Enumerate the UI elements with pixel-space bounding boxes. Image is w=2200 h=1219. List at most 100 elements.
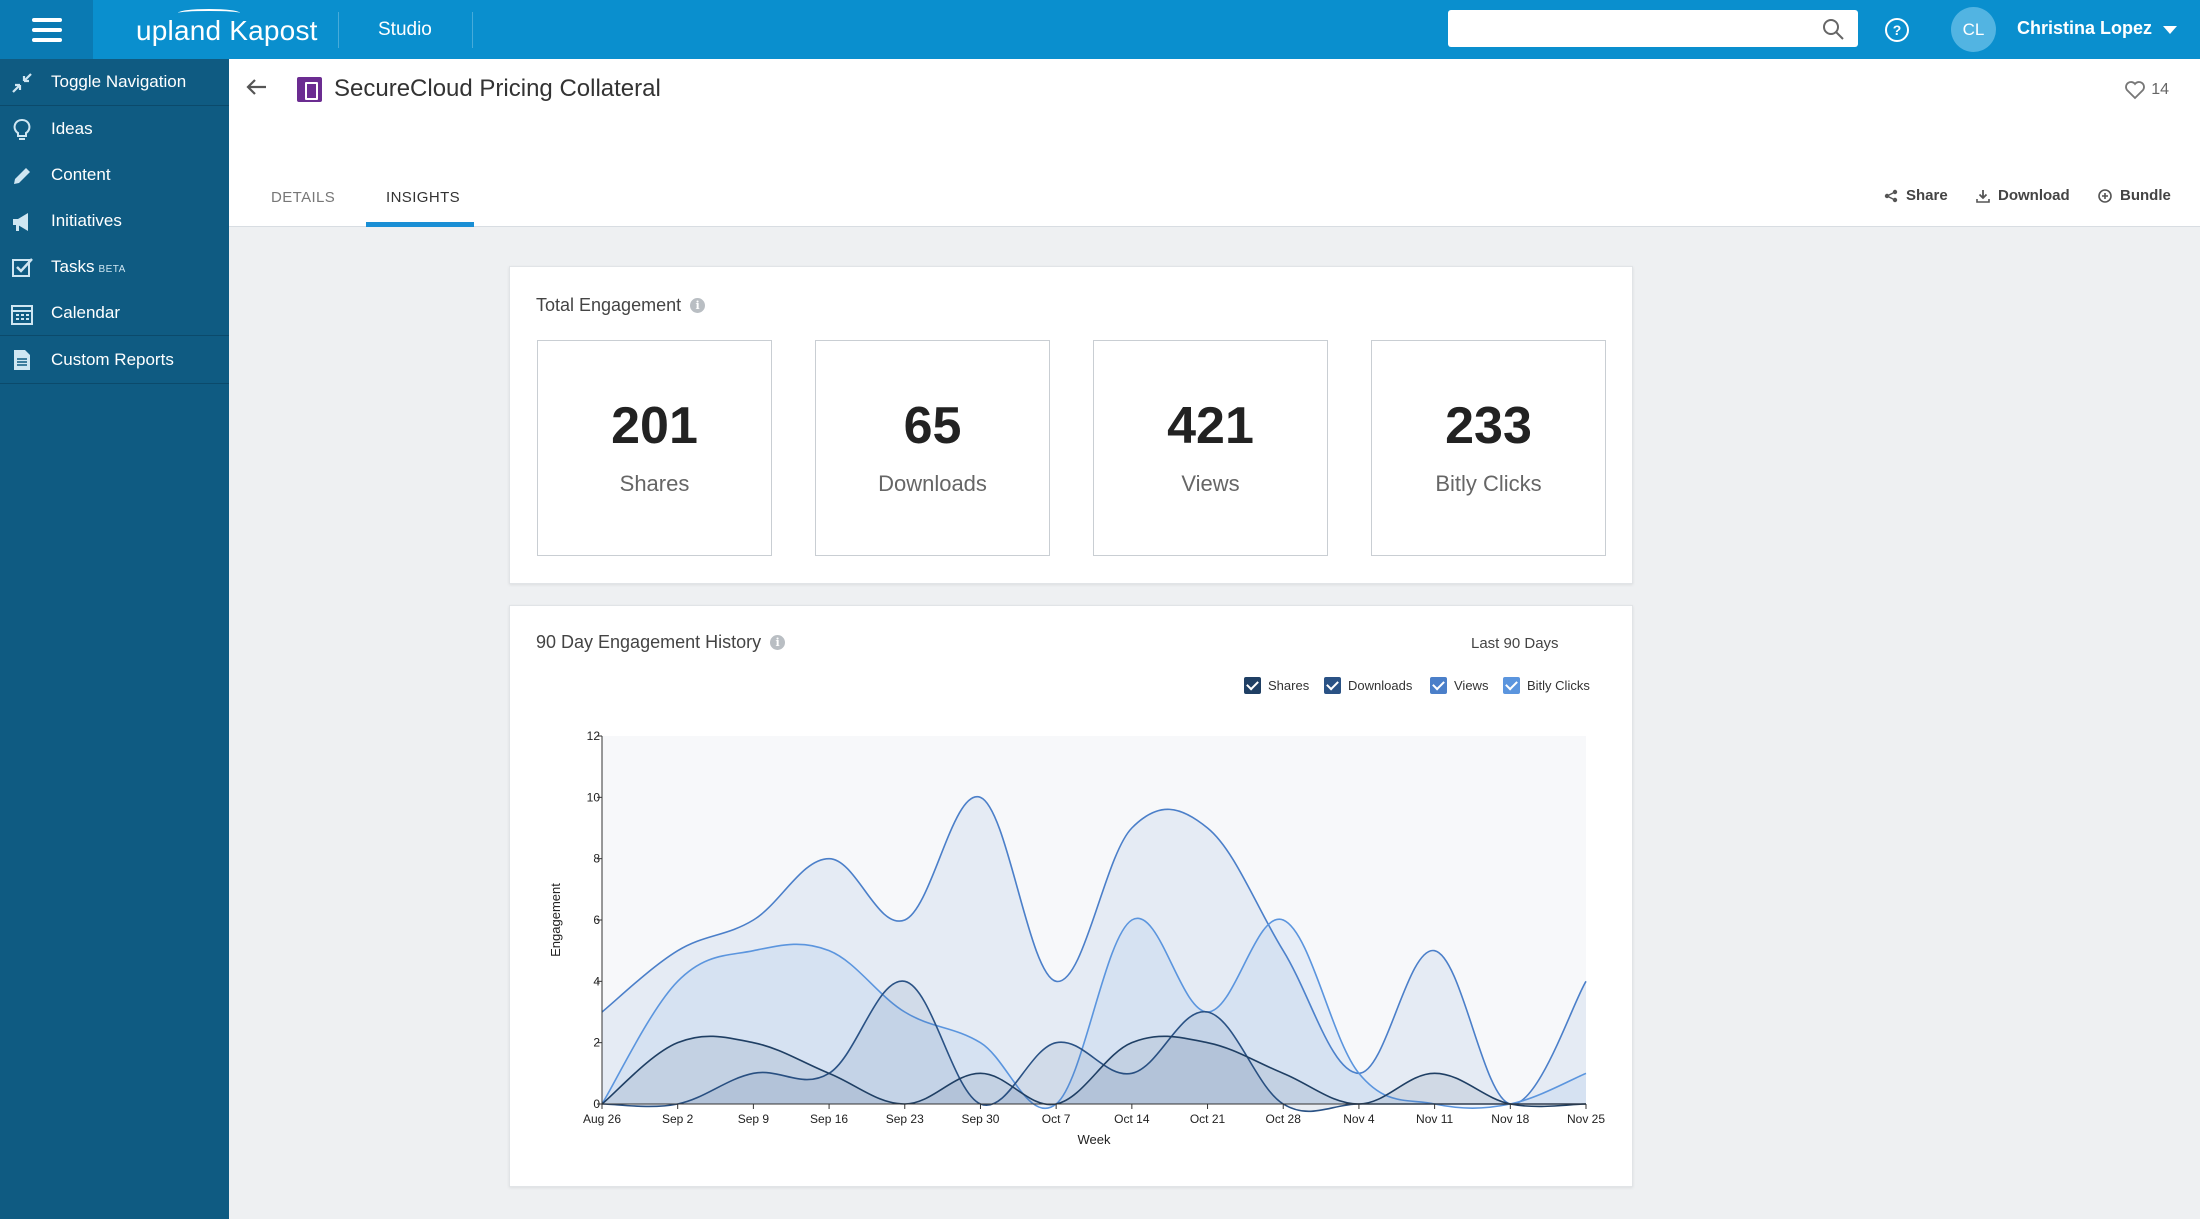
y-tick-label: 2 — [593, 1036, 600, 1050]
legend-label: Shares — [1268, 678, 1310, 693]
stat-label: Downloads — [878, 471, 987, 496]
x-tick-label: Oct 28 — [1266, 1112, 1302, 1126]
series-area-bitly-clicks — [602, 918, 1586, 1109]
engagement-history-panel: 90 Day Engagement History i Last 90 Days… — [509, 605, 1633, 1187]
search-box — [1448, 10, 1858, 47]
y-tick-label: 10 — [587, 790, 601, 804]
stat-label: Views — [1181, 471, 1240, 496]
sidebar-item-label: Toggle Navigation — [51, 72, 187, 91]
sidebar-item-content[interactable]: Content — [0, 152, 229, 198]
megaphone-icon — [13, 213, 28, 231]
stat-card-shares: 201 Shares — [537, 340, 772, 556]
bundle-button[interactable]: Bundle — [2098, 187, 2171, 204]
legend-item-bitly-clicks[interactable]: Bitly Clicks — [1503, 677, 1590, 694]
x-tick-label: Sep 16 — [810, 1112, 848, 1126]
x-tick-label: Sep 30 — [961, 1112, 999, 1126]
brand-logo[interactable]: upland Kapost — [136, 9, 318, 47]
page-title: SecureCloud Pricing Collateral — [334, 75, 661, 102]
y-tick-label: 4 — [593, 974, 600, 988]
panel-title-wrap: Total Engagement i — [536, 295, 706, 316]
legend-label: Views — [1454, 678, 1489, 693]
user-name[interactable]: Christina Lopez — [2017, 18, 2153, 38]
stat-card-downloads: 65 Downloads — [815, 340, 1050, 556]
y-tick-label: 6 — [593, 913, 600, 927]
series-area-shares — [602, 981, 1586, 1112]
legend-label: Bitly Clicks — [1527, 678, 1590, 693]
share-button[interactable]: Share — [1884, 187, 1948, 204]
top-bar: upland Kapost Studio ? CL Christina Lope… — [0, 0, 2200, 59]
legend-item-downloads[interactable]: Downloads — [1324, 677, 1412, 694]
x-tick-label: Sep 9 — [738, 1112, 770, 1126]
panel-title-wrap: 90 Day Engagement History i — [536, 632, 786, 653]
avatar[interactable]: CL — [1951, 7, 1996, 52]
sidebar-item-initiatives[interactable]: Initiatives — [0, 198, 229, 244]
help-icon[interactable]: ? — [1884, 17, 1910, 43]
total-engagement-title: Total Engagement — [536, 295, 682, 315]
stat-label: Shares — [619, 471, 690, 496]
brand-swoosh — [178, 9, 240, 17]
back-arrow-icon[interactable] — [244, 76, 270, 98]
sidebar-item-label: Tasks — [51, 257, 95, 276]
x-tick-label: Nov 4 — [1343, 1112, 1375, 1126]
x-tick-label: Oct 7 — [1042, 1112, 1071, 1126]
divider — [472, 12, 473, 48]
date-range-selector[interactable]: Last 90 Days — [1471, 635, 1559, 652]
sidebar-item-label: Calendar — [51, 302, 120, 322]
share-icon — [1884, 189, 1898, 202]
engagement-history-title: 90 Day Engagement History — [536, 632, 762, 652]
legend-item-views[interactable]: Views — [1430, 677, 1488, 694]
sidebar-item-tasks[interactable]: Tasks BETA — [0, 244, 229, 290]
document-icon — [297, 77, 322, 102]
checkbox-icon — [12, 258, 33, 277]
studio-link[interactable]: Studio — [378, 19, 432, 40]
sidebar-item-label: Ideas — [51, 119, 93, 138]
chevron-down-icon[interactable] — [2163, 26, 2177, 34]
stat-label: Bitly Clicks — [1435, 471, 1542, 496]
active-tab-indicator — [366, 222, 474, 227]
bundle-label: Bundle — [2120, 187, 2171, 204]
sidebar-item-label-wrap: Tasks BETA — [51, 257, 126, 277]
download-icon — [1976, 189, 1990, 203]
sidebar: Toggle Navigation Ideas Content Initiati… — [0, 59, 229, 1219]
sidebar-item-calendar[interactable]: Calendar — [0, 290, 229, 336]
checkbox-checked-icon — [1244, 677, 1261, 694]
svg-text:?: ? — [1893, 22, 1902, 38]
x-tick-label: Aug 26 — [583, 1112, 621, 1126]
search-icon[interactable] — [1822, 18, 1844, 40]
info-icon[interactable]: i — [690, 298, 706, 313]
x-axis-label: Week — [1078, 1132, 1111, 1147]
stat-card-bitly-clicks: 233 Bitly Clicks — [1371, 340, 1606, 556]
sidebar-item-custom-reports[interactable]: Custom Reports — [0, 336, 229, 384]
x-tick-label: Oct 21 — [1190, 1112, 1226, 1126]
sidebar-item-toggle-navigation[interactable]: Toggle Navigation — [0, 59, 229, 106]
info-icon[interactable]: i — [770, 635, 786, 650]
x-tick-label: Nov 11 — [1416, 1112, 1453, 1126]
menu-icon[interactable] — [0, 0, 93, 59]
x-tick-label: Sep 2 — [662, 1112, 694, 1126]
series-area-downloads — [602, 1036, 1586, 1107]
brand-text: upland Kapost — [136, 15, 318, 46]
engagement-area-chart: 0 2 4 6 8 10 12 Aug 26 Sep 2 Sep 9 Sep 16 Sep 23 Sep… — [548, 729, 1605, 1147]
sidebar-item-ideas[interactable]: Ideas — [0, 106, 229, 152]
legend-item-shares[interactable]: Shares — [1244, 677, 1309, 694]
sidebar-item-label: Initiatives — [51, 211, 122, 230]
search-input[interactable] — [1448, 10, 1858, 47]
pencil-icon — [14, 168, 30, 184]
tab-insights[interactable]: INSIGHTS — [386, 189, 461, 206]
series-line-bitly-clicks — [601, 917, 1587, 1110]
download-button[interactable]: Download — [1976, 187, 2070, 204]
checkbox-checked-icon — [1324, 677, 1341, 694]
series-line-views — [601, 796, 1587, 1105]
plus-circle-icon — [2098, 188, 2112, 203]
stat-value: 421 — [1167, 397, 1254, 455]
x-tick-label: Oct 14 — [1114, 1112, 1150, 1126]
share-label: Share — [1906, 187, 1948, 204]
tab-details[interactable]: DETAILS — [271, 189, 336, 206]
stat-card-views: 421 Views — [1093, 340, 1328, 556]
x-tick-label: Nov 25 — [1567, 1112, 1605, 1126]
collapse-arrows-icon — [12, 73, 32, 93]
download-label: Download — [1998, 187, 2070, 204]
calendar-icon — [11, 305, 33, 325]
favorite-button[interactable]: 14 — [2124, 80, 2169, 100]
divider — [338, 12, 339, 48]
